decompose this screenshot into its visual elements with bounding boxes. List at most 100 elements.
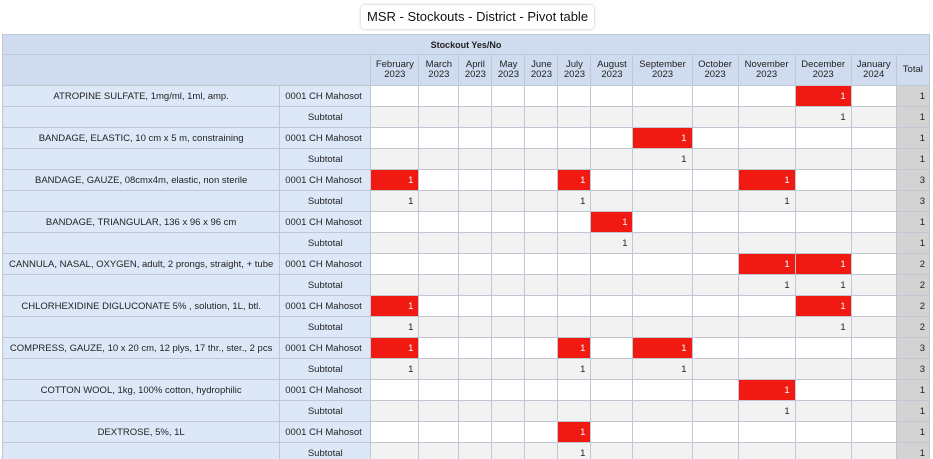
- value-cell[interactable]: [557, 295, 592, 317]
- value-cell[interactable]: [691, 379, 739, 401]
- column-header-april-2023[interactable]: April 2023: [458, 54, 493, 86]
- value-cell[interactable]: [491, 379, 526, 401]
- value-cell[interactable]: [458, 337, 493, 359]
- value-cell[interactable]: [418, 211, 460, 233]
- value-cell[interactable]: [737, 211, 796, 233]
- value-cell[interactable]: 1: [632, 127, 693, 149]
- value-cell[interactable]: [794, 169, 852, 191]
- column-header-september-2023[interactable]: September 2023: [632, 54, 693, 86]
- value-cell[interactable]: [524, 85, 559, 107]
- value-cell[interactable]: [850, 211, 897, 233]
- column-header-may-2023[interactable]: May 2023: [491, 54, 526, 86]
- value-cell[interactable]: [590, 295, 634, 317]
- value-cell[interactable]: [850, 253, 897, 275]
- row-location[interactable]: 0001 CH Mahosot: [279, 337, 372, 359]
- value-cell[interactable]: [418, 379, 460, 401]
- value-cell[interactable]: [590, 337, 634, 359]
- value-cell[interactable]: 1: [794, 253, 852, 275]
- value-cell[interactable]: [524, 379, 559, 401]
- row-location[interactable]: 0001 CH Mahosot: [279, 85, 372, 107]
- value-cell[interactable]: [418, 295, 460, 317]
- row-item-name[interactable]: CANNULA, NASAL, OXYGEN, adult, 2 prongs,…: [2, 253, 281, 275]
- value-cell[interactable]: [524, 421, 559, 443]
- value-cell[interactable]: 1: [737, 379, 796, 401]
- value-cell[interactable]: [737, 85, 796, 107]
- row-item-name[interactable]: BANDAGE, ELASTIC, 10 cm x 5 m, constrain…: [2, 127, 281, 149]
- value-cell[interactable]: [418, 85, 460, 107]
- value-cell[interactable]: 1: [370, 295, 420, 317]
- value-cell[interactable]: [458, 127, 493, 149]
- column-header-october-2023[interactable]: October 2023: [691, 54, 739, 86]
- value-cell[interactable]: [524, 169, 559, 191]
- value-cell[interactable]: [691, 421, 739, 443]
- value-cell[interactable]: [491, 85, 526, 107]
- value-cell[interactable]: [458, 169, 493, 191]
- value-cell[interactable]: [691, 169, 739, 191]
- value-cell[interactable]: [491, 421, 526, 443]
- value-cell[interactable]: 1: [737, 169, 796, 191]
- value-cell[interactable]: [737, 421, 796, 443]
- value-cell[interactable]: [590, 421, 634, 443]
- value-cell[interactable]: [590, 169, 634, 191]
- value-cell[interactable]: [794, 127, 852, 149]
- value-cell[interactable]: [691, 337, 739, 359]
- value-cell[interactable]: [557, 127, 592, 149]
- row-location[interactable]: 0001 CH Mahosot: [279, 127, 372, 149]
- value-cell[interactable]: [794, 421, 852, 443]
- value-cell[interactable]: [691, 253, 739, 275]
- value-cell[interactable]: [418, 169, 460, 191]
- value-cell[interactable]: [632, 85, 693, 107]
- column-header-august-2023[interactable]: August 2023: [590, 54, 634, 86]
- value-cell[interactable]: [590, 85, 634, 107]
- value-cell[interactable]: [491, 295, 526, 317]
- value-cell[interactable]: [590, 253, 634, 275]
- value-cell[interactable]: 1: [370, 337, 420, 359]
- value-cell[interactable]: 1: [557, 169, 592, 191]
- row-item-name[interactable]: BANDAGE, TRIANGULAR, 136 x 96 x 96 cm: [2, 211, 281, 233]
- row-location[interactable]: 0001 CH Mahosot: [279, 421, 372, 443]
- row-location[interactable]: 0001 CH Mahosot: [279, 211, 372, 233]
- row-location[interactable]: 0001 CH Mahosot: [279, 253, 372, 275]
- pivot-table-container[interactable]: Stockout Yes/No February 2023 March 2023 Apr…: [2, 34, 932, 459]
- column-header-march-2023[interactable]: March 2023: [418, 54, 460, 86]
- column-header-february-2023[interactable]: February 2023: [370, 54, 420, 86]
- value-cell[interactable]: [418, 337, 460, 359]
- value-cell[interactable]: [370, 421, 420, 443]
- column-header-june-2023[interactable]: June 2023: [524, 54, 559, 86]
- value-cell[interactable]: [458, 421, 493, 443]
- column-header-july-2023[interactable]: July 2023: [557, 54, 592, 86]
- value-cell[interactable]: 1: [737, 253, 796, 275]
- value-cell[interactable]: [737, 127, 796, 149]
- value-cell[interactable]: [491, 211, 526, 233]
- value-cell[interactable]: [370, 379, 420, 401]
- value-cell[interactable]: [632, 295, 693, 317]
- value-cell[interactable]: [418, 421, 460, 443]
- value-cell[interactable]: [491, 169, 526, 191]
- value-cell[interactable]: [370, 127, 420, 149]
- value-cell[interactable]: [632, 211, 693, 233]
- value-cell[interactable]: [590, 379, 634, 401]
- row-item-name[interactable]: CHLORHEXIDINE DIGLUCONATE 5% , solution,…: [2, 295, 281, 317]
- value-cell[interactable]: [850, 337, 897, 359]
- value-cell[interactable]: [524, 253, 559, 275]
- value-cell[interactable]: [632, 169, 693, 191]
- row-location[interactable]: 0001 CH Mahosot: [279, 295, 372, 317]
- value-cell[interactable]: [850, 127, 897, 149]
- value-cell[interactable]: [491, 337, 526, 359]
- value-cell[interactable]: [737, 295, 796, 317]
- value-cell[interactable]: [458, 85, 493, 107]
- value-cell[interactable]: 1: [370, 169, 420, 191]
- value-cell[interactable]: 1: [557, 337, 592, 359]
- value-cell[interactable]: [458, 211, 493, 233]
- row-location[interactable]: 0001 CH Mahosot: [279, 169, 372, 191]
- value-cell[interactable]: [458, 379, 493, 401]
- row-item-name[interactable]: ATROPINE SULFATE, 1mg/ml, 1ml, amp.: [2, 85, 281, 107]
- value-cell[interactable]: 1: [557, 421, 592, 443]
- value-cell[interactable]: [557, 211, 592, 233]
- value-cell[interactable]: [524, 295, 559, 317]
- value-cell[interactable]: [370, 211, 420, 233]
- value-cell[interactable]: [632, 421, 693, 443]
- value-cell[interactable]: [557, 379, 592, 401]
- value-cell[interactable]: [370, 85, 420, 107]
- row-item-name[interactable]: COMPRESS, GAUZE, 10 x 20 cm, 12 plys, 17…: [2, 337, 281, 359]
